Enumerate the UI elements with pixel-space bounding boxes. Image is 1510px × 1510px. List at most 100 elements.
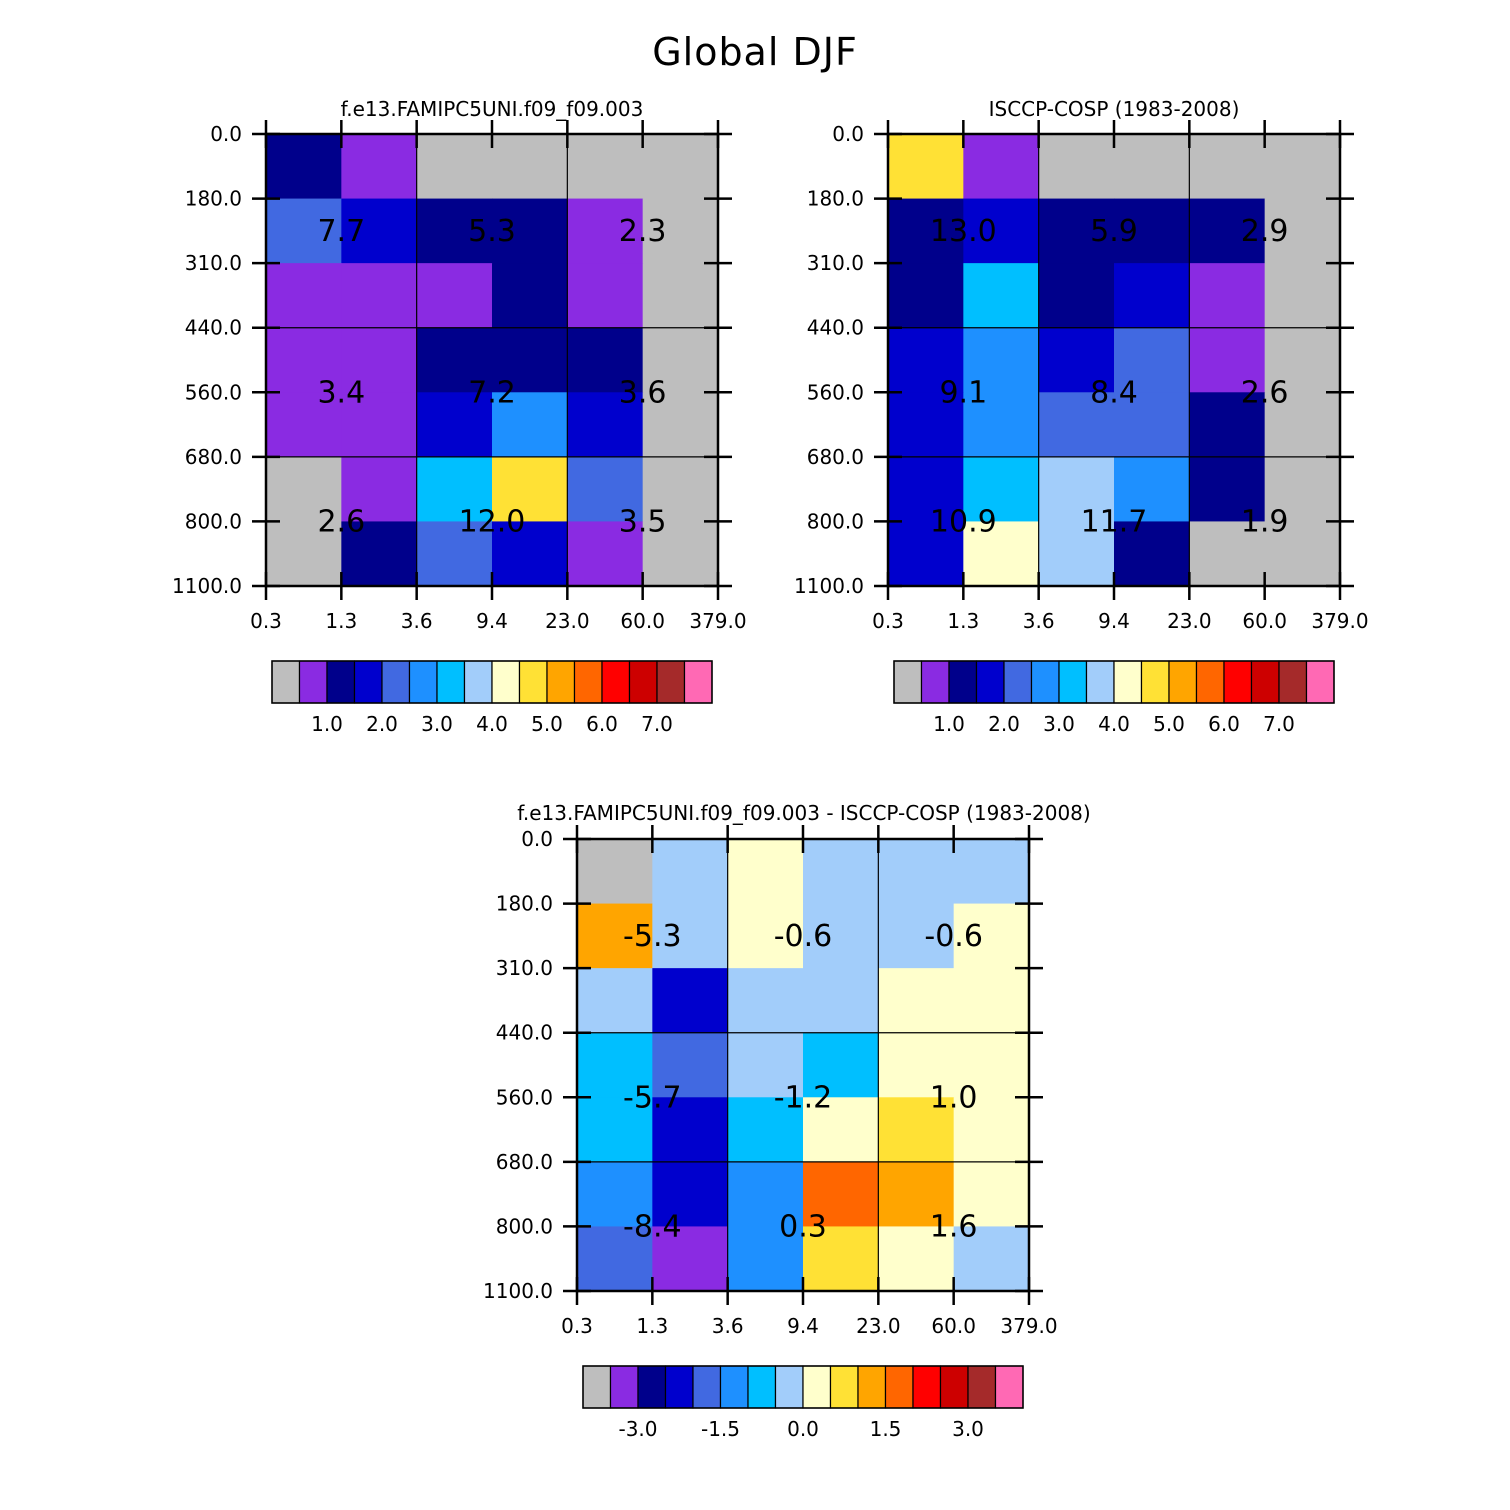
block-total-label: 0.3 <box>779 1209 827 1244</box>
heatmap-cell <box>416 134 493 200</box>
colorbar-label: 5.0 <box>531 712 563 736</box>
heatmap-cell <box>878 1161 955 1227</box>
heatmap-cell <box>1264 198 1341 264</box>
heatmap-panel-observations: ISCCP-COSP (1983-2008) 0.0 180.0 310.0 440.… <box>794 97 1369 736</box>
y-tick-label: 680.0 <box>807 445 864 469</box>
heatmap-cell <box>416 263 493 329</box>
heatmap-cell <box>266 263 342 329</box>
heatmap-cell <box>652 968 729 1034</box>
panel-title: f.e13.FAMIPC5UNI.f09_f09.003 - ISCCP-COS… <box>517 801 1090 825</box>
heatmap-cell <box>888 521 964 587</box>
y-tick-label: 310.0 <box>807 251 864 275</box>
heatmap-cell <box>266 456 342 522</box>
heatmap-cell <box>1264 456 1341 522</box>
y-tick-label: 310.0 <box>496 956 553 980</box>
heatmap-cell <box>1114 521 1190 587</box>
block-total-label: -5.7 <box>623 1080 682 1115</box>
colorbar-swatch <box>893 660 923 704</box>
heatmap-cell <box>963 263 1040 329</box>
y-tick-label: 0.0 <box>832 122 864 146</box>
heatmap-cell <box>416 456 493 522</box>
colorbar-swatch <box>683 660 713 704</box>
heatmap-cell <box>953 903 1030 969</box>
x-tick-label: 60.0 <box>931 1314 976 1338</box>
heatmap-cell <box>642 392 719 458</box>
heatmap-cell <box>1264 134 1341 200</box>
x-tick-label: 3.6 <box>712 1314 744 1338</box>
heatmap-cell <box>963 392 1040 458</box>
heatmap-cell <box>878 968 955 1034</box>
heatmap-cell <box>642 521 719 587</box>
colorbar-swatch <box>546 660 576 704</box>
colorbar-swatch <box>1113 660 1143 704</box>
heatmap-cell <box>1189 521 1266 587</box>
x-tick-label: 23.0 <box>545 609 590 633</box>
colorbar-swatch <box>518 660 548 704</box>
heatmap-cell <box>1264 263 1341 329</box>
block-total-label: 8.4 <box>1090 375 1138 410</box>
heatmap-cell <box>878 903 955 969</box>
heatmap-cell <box>1114 134 1190 200</box>
heatmap-cell <box>963 521 1040 587</box>
x-tick-label: 23.0 <box>1167 609 1212 633</box>
colorbar-swatch <box>1168 660 1198 704</box>
colorbar-label: -1.5 <box>701 1417 740 1441</box>
heatmap-cell <box>1038 392 1115 458</box>
block-total-label: 2.6 <box>317 504 365 539</box>
heatmap-cell <box>416 198 493 264</box>
heatmap-cell <box>492 521 568 587</box>
heatmap-cell <box>888 198 964 264</box>
colorbar-swatch <box>573 660 603 704</box>
x-tick-label: 379.0 <box>689 609 746 633</box>
y-tick-label: 800.0 <box>185 509 242 533</box>
block-total-label: 13.0 <box>930 214 997 249</box>
colorbar-swatch <box>326 660 356 704</box>
colorbar-swatch <box>1305 660 1335 704</box>
block-total-label: -5.3 <box>623 919 682 954</box>
heatmap-cell <box>1189 456 1266 522</box>
colorbar-swatch <box>664 1365 694 1409</box>
heatmap-cell <box>416 521 493 587</box>
heatmap-cell <box>727 968 804 1034</box>
y-tick-label: 0.0 <box>521 827 553 851</box>
colorbar-label: 5.0 <box>1153 712 1185 736</box>
heatmap-cell <box>567 198 644 264</box>
heatmap-cell <box>1038 134 1115 200</box>
heatmap-cell <box>642 456 719 522</box>
colorbar-swatch <box>994 1365 1024 1409</box>
heatmap-cell <box>652 1097 729 1163</box>
y-tick-label: 440.0 <box>496 1021 553 1045</box>
heatmap-cell <box>341 134 418 200</box>
heatmap-cell <box>727 903 804 969</box>
heatmap-panel-difference: f.e13.FAMIPC5UNI.f09_f09.003 - ISCCP-COS… <box>483 801 1091 1441</box>
colorbar-swatch <box>1250 660 1280 704</box>
y-tick-label: 180.0 <box>185 187 242 211</box>
heatmap-cell <box>416 327 493 393</box>
colorbar-swatch <box>1030 660 1060 704</box>
heatmap-cell <box>642 263 719 329</box>
heatmap-cell <box>963 134 1040 200</box>
block-total-label: 5.9 <box>1090 214 1138 249</box>
heatmap-cell <box>803 1226 879 1292</box>
heatmap-cell <box>492 456 568 522</box>
heatmap-cell <box>266 521 342 587</box>
heatmap-cell <box>642 134 719 200</box>
colorbar-swatch <box>829 1365 859 1409</box>
block-total-label: -0.6 <box>924 919 983 954</box>
heatmap-cell <box>1038 456 1115 522</box>
block-total-label: 2.9 <box>1241 214 1289 249</box>
heatmap-cell <box>727 1226 804 1292</box>
heatmap-cell <box>577 1226 653 1292</box>
y-tick-label: 310.0 <box>185 251 242 275</box>
heatmap-cell <box>492 392 568 458</box>
y-tick-label: 0.0 <box>210 122 242 146</box>
colorbar-label: 1.5 <box>870 1417 902 1441</box>
y-tick-label: 1100.0 <box>794 574 864 598</box>
heatmap-cell <box>963 327 1040 393</box>
block-total-label: 7.7 <box>317 214 365 249</box>
heatmap-cell <box>803 1032 879 1098</box>
block-total-label: 5.3 <box>468 214 516 249</box>
colorbar-swatch <box>1085 660 1115 704</box>
colorbar-label: 7.0 <box>641 712 673 736</box>
colorbar-label: 2.0 <box>988 712 1020 736</box>
